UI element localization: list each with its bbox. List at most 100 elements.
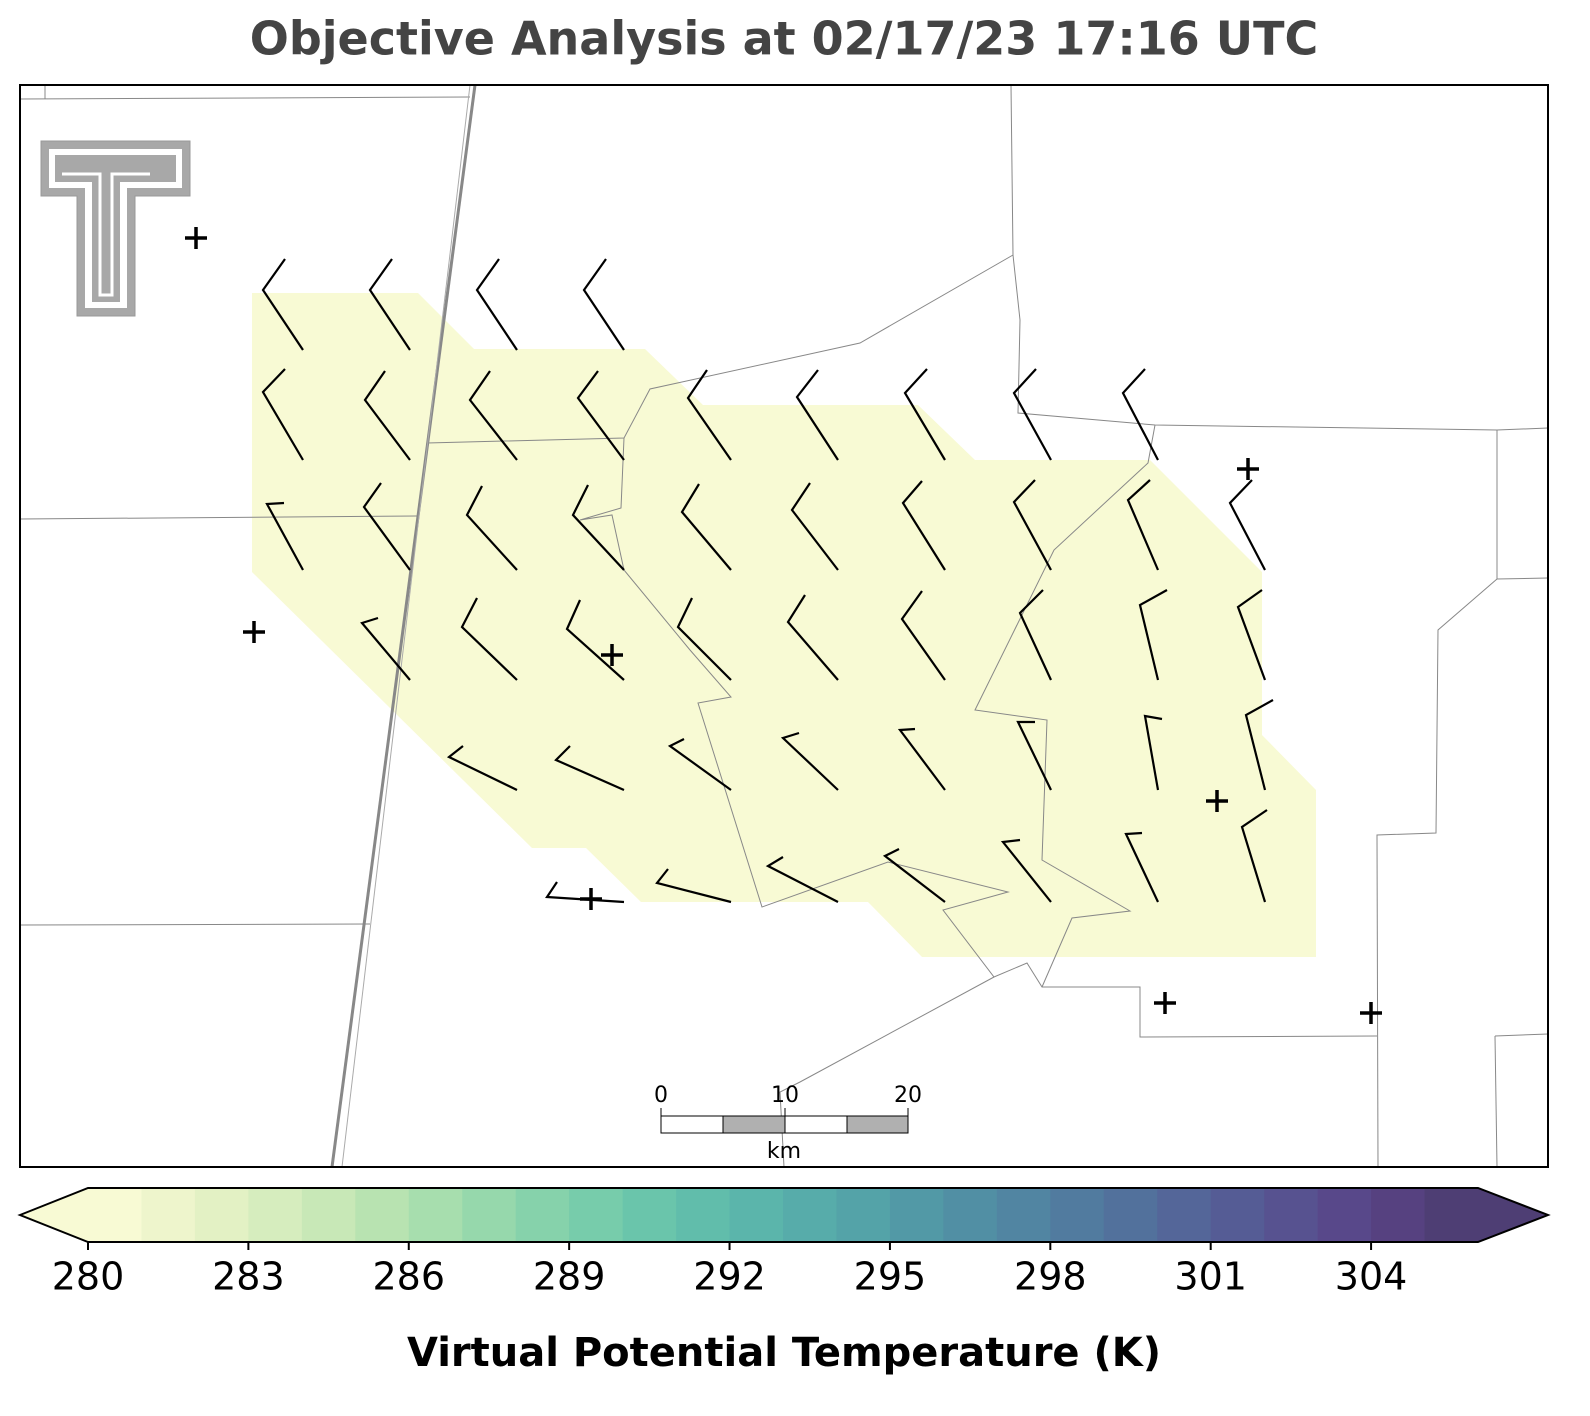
wind-barb (686, 369, 732, 461)
wind-barb (1016, 720, 1052, 791)
wind-barb (1240, 809, 1268, 903)
boundary (1012, 254, 1549, 431)
colorbar-bin (1103, 1188, 1158, 1242)
wind-barb (265, 501, 304, 571)
colorbar-bin (569, 1188, 624, 1242)
wind-barb (261, 368, 304, 461)
wind-barb (368, 258, 411, 351)
wind-barb (1228, 479, 1266, 571)
scale-segment (660, 1115, 724, 1134)
wind-barb (1124, 831, 1159, 903)
colorbar-tick-label: 298 (1014, 1255, 1087, 1299)
wind-barb (1126, 479, 1160, 571)
boundary (1494, 1033, 1549, 1037)
wind-barb (882, 848, 946, 903)
colorbar-bin (1050, 1188, 1105, 1242)
station-marker (1237, 458, 1259, 480)
boundary (426, 84, 1014, 444)
colorbar-bin (996, 1188, 1051, 1242)
colorbar-bin (408, 1188, 463, 1242)
scale-bar: 0 10 20 km (654, 1083, 922, 1164)
scale-label: 10 (771, 1083, 799, 1108)
colorbar-bin (1157, 1188, 1212, 1242)
colorbar-bin (515, 1188, 570, 1242)
colorbar-bin (301, 1188, 356, 1242)
colorbar-bin (783, 1188, 837, 1242)
wind-barb (901, 480, 946, 571)
station-marker (601, 644, 623, 666)
wind-barb (676, 597, 732, 681)
scale-segment (784, 1115, 848, 1134)
colorbar-bin (889, 1188, 944, 1242)
title: Objective Analysis at 02/17/23 17:16 UTC (250, 12, 1319, 66)
scale-label: 0 (654, 1083, 668, 1108)
colorbar-bin (729, 1188, 784, 1242)
wind-barb (1138, 589, 1168, 681)
colorbar-extend-high (1478, 1188, 1548, 1242)
colorbar-bin (676, 1188, 731, 1242)
wind-barb (261, 258, 304, 351)
wind-barb (680, 483, 732, 571)
wind-barb (1244, 699, 1274, 791)
station-marker (1360, 1002, 1382, 1024)
wind-barb (362, 482, 411, 571)
temperature-field (252, 293, 1316, 957)
boundary (19, 923, 371, 926)
colorbar-bin (462, 1188, 517, 1242)
colorbar-bin (836, 1188, 891, 1242)
colorbar-tick-label: 292 (693, 1255, 766, 1299)
colorbar-bin (194, 1188, 249, 1242)
colorbar-bin (1317, 1188, 1372, 1242)
map: 0 10 20 km (19, 84, 1549, 1168)
colorbar-extend-low (20, 1188, 88, 1242)
colorbar-bin (1371, 1188, 1426, 1242)
wind-barb (360, 616, 411, 681)
station-marker (1206, 790, 1228, 812)
wind-barb (897, 727, 946, 791)
wind-barb (667, 738, 732, 791)
wind-barb (571, 484, 625, 571)
wind-barb (903, 368, 946, 461)
wind-barb (795, 369, 839, 461)
wind-barb (565, 599, 625, 681)
wind-barb (475, 258, 518, 351)
wind-barb (1018, 589, 1052, 681)
map-frame (19, 84, 1549, 1168)
scale-segment (846, 1115, 909, 1134)
colorbar-tick-label: 283 (212, 1255, 285, 1299)
wind-barb (1143, 714, 1163, 791)
wind-barb (576, 370, 625, 461)
colorbar-bin (141, 1188, 196, 1242)
wind-barb (1000, 838, 1052, 903)
colorbar-tick-label: 301 (1174, 1255, 1247, 1299)
wind-barb (655, 868, 732, 904)
colorbar-bin (1424, 1188, 1479, 1242)
wind-barb (1012, 368, 1052, 461)
wind-barb (554, 745, 625, 792)
colorbar-bin (1210, 1188, 1265, 1242)
wind-barb (765, 856, 839, 903)
colorbar-tick-label: 286 (373, 1255, 446, 1299)
boundary (579, 437, 1378, 1038)
station-marker (185, 227, 207, 249)
wind-barb (446, 745, 518, 791)
station-marker (580, 888, 602, 910)
wind-barb (790, 482, 839, 571)
wind-barb (363, 370, 411, 461)
county-lines (19, 84, 1549, 1168)
wind-barb (582, 258, 625, 351)
boundary (1494, 1035, 1498, 1168)
wind-barb (780, 731, 839, 791)
boundary (19, 515, 418, 520)
wind-barb (1236, 589, 1267, 681)
boundary (19, 96, 471, 100)
stations (185, 227, 1382, 1024)
station-marker (1154, 992, 1176, 1014)
colorbar-bin (88, 1188, 142, 1242)
wind-barb (786, 594, 839, 681)
wind-barb (465, 485, 518, 571)
wind-barb (900, 590, 946, 681)
colorbar-bin (355, 1188, 410, 1242)
boundary (974, 424, 1156, 988)
